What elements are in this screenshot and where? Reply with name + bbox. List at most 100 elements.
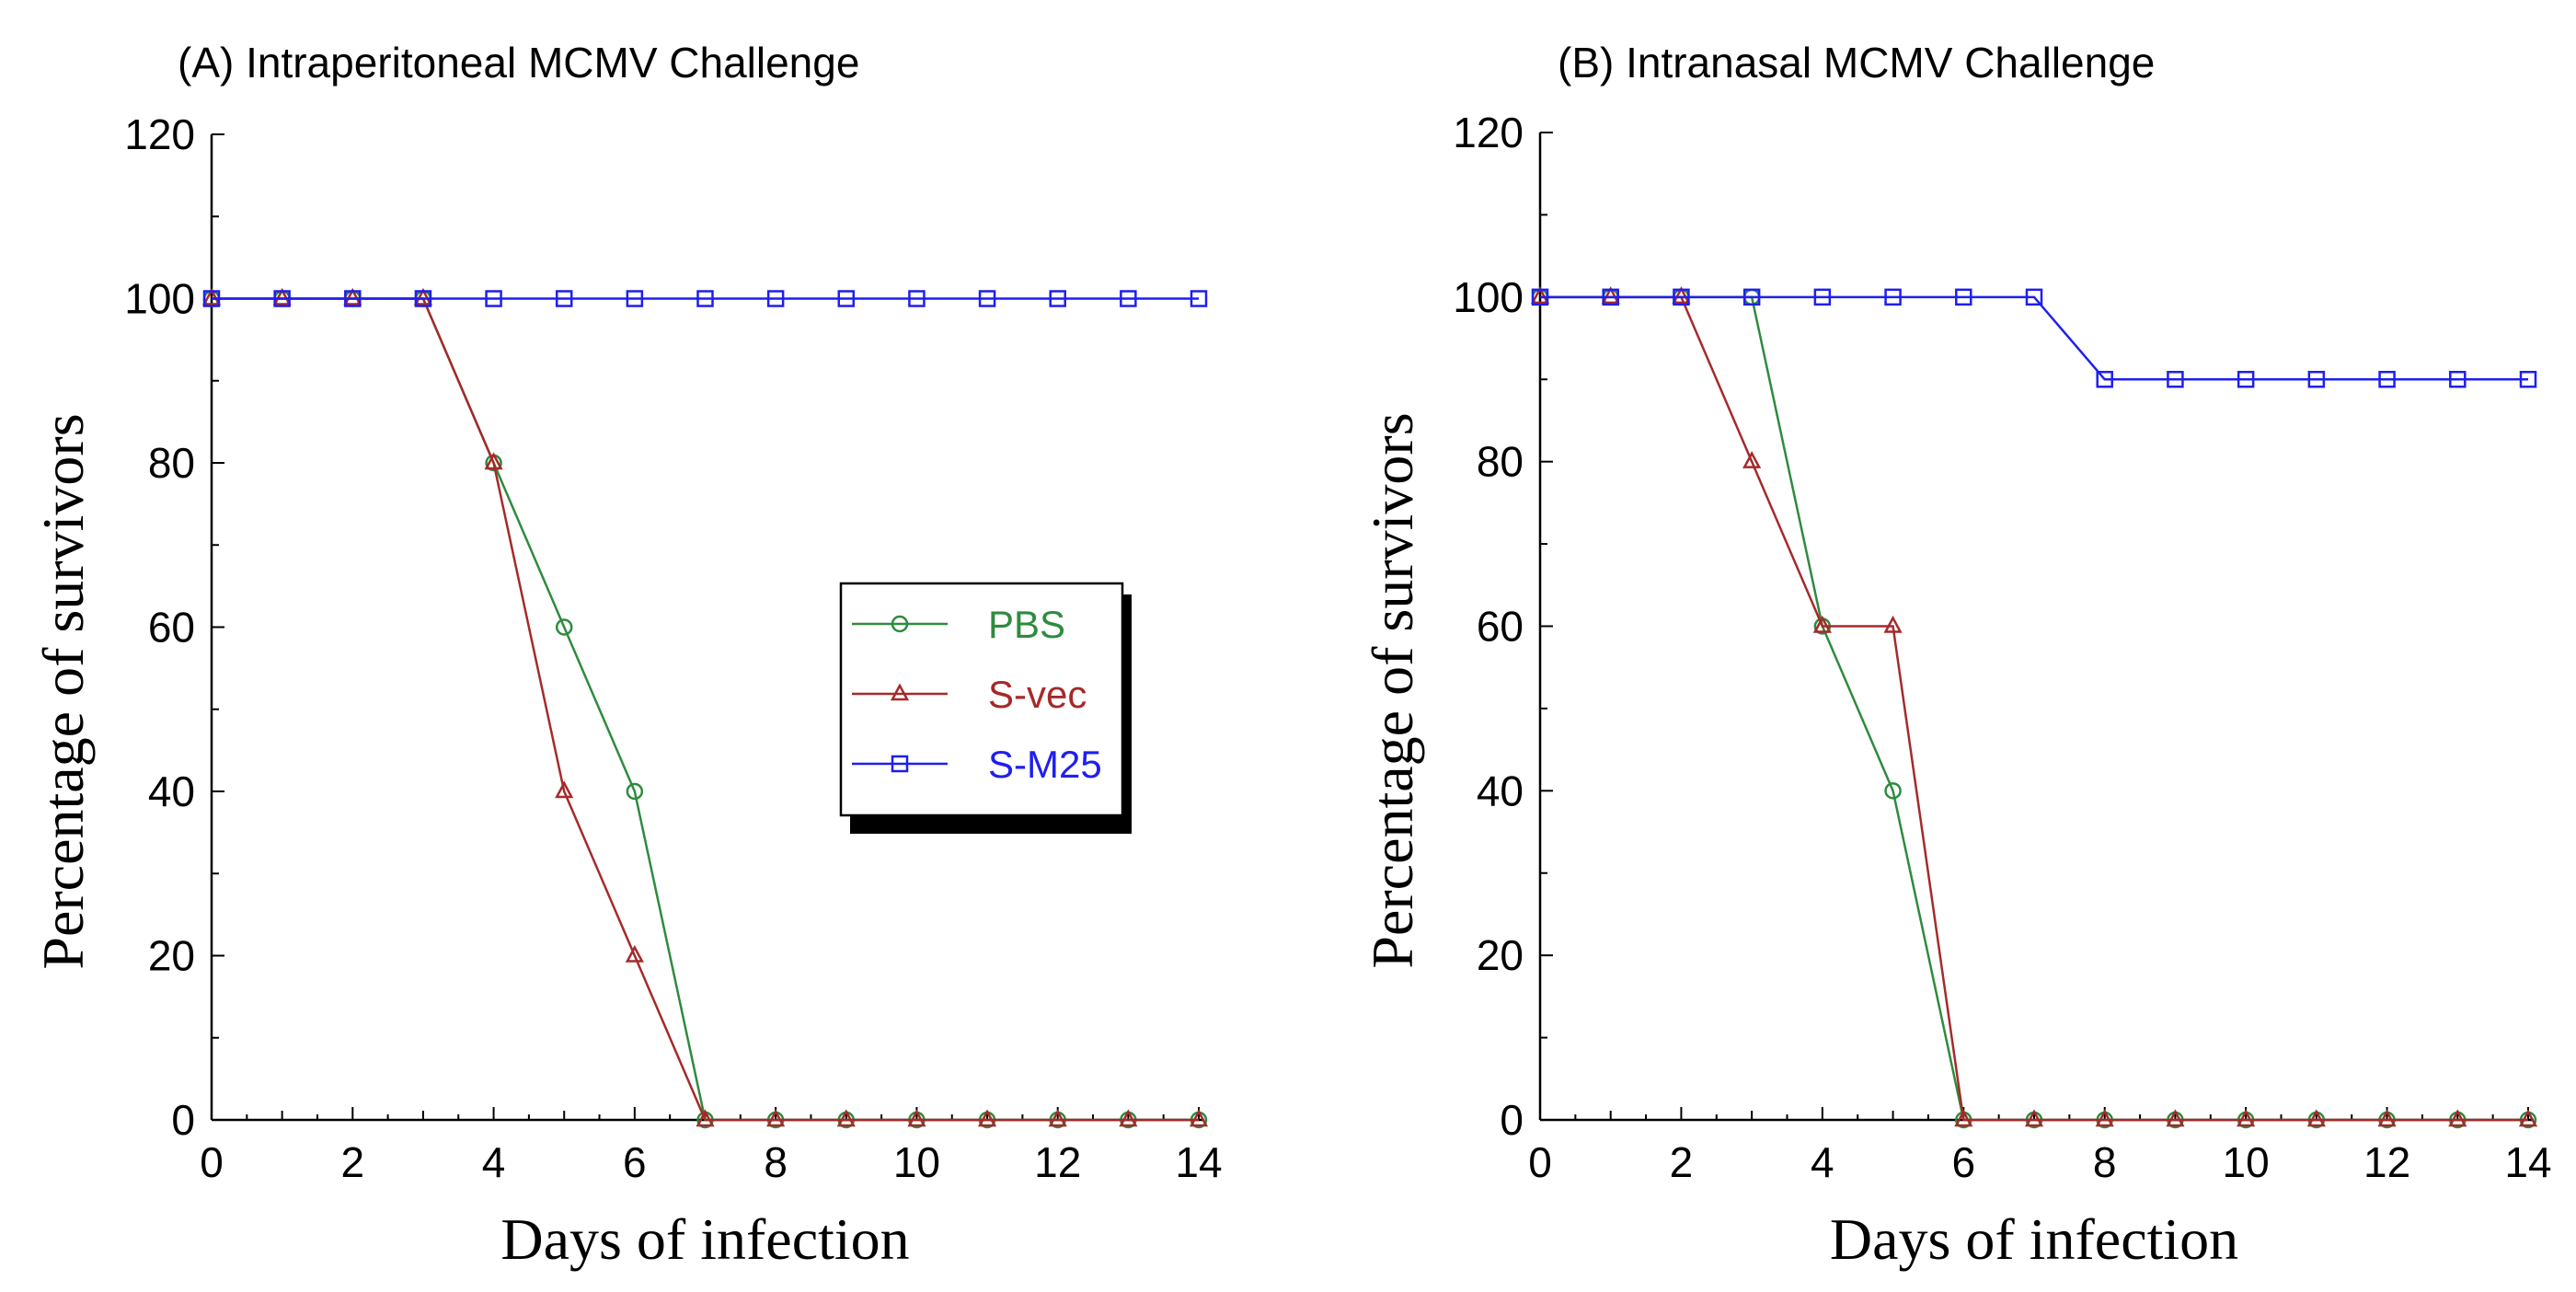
panel-b: (B) Intranasal MCMV Challenge 0 20 40 60 80 10… [1360,39,2552,1272]
s-m25-point [908,290,926,307]
s-vec-point [977,1109,997,1127]
s-vec-point [2237,1109,2256,1127]
legend-s-m25-label: S-M25 [988,743,1102,786]
y-tick-label: 80 [1477,438,1524,486]
chart-title: (A) Intraperitoneal MCMV Challenge [178,39,859,87]
s-vec-point [625,944,644,963]
s-vec-point [2024,1109,2044,1127]
y-tick-label: 80 [148,439,195,487]
x-tick-label: 6 [1951,1138,1975,1186]
s-m25-point [978,290,996,307]
x-tick-label: 2 [340,1138,364,1186]
s-m25-point [344,290,362,307]
y-tick-label: 100 [124,275,195,323]
x-tick-label: 8 [2093,1138,2117,1186]
legend-pbs-marker [891,615,909,633]
s-vec-point [2377,1109,2397,1127]
s-vec-point [413,287,433,306]
s-m25-point [1190,290,1208,307]
y-tick-label: 60 [1477,603,1524,651]
legend-s-m25-marker [891,755,909,773]
x-tick-label: 10 [2223,1138,2270,1186]
chart-title: (B) Intranasal MCMV Challenge [1558,39,2155,87]
s-vec-point [2095,1109,2114,1127]
x-tick-label: 8 [764,1138,788,1186]
x-tick-label: 4 [1811,1138,1834,1186]
y-axis-label: Percentage of survivors [1360,412,1425,968]
s-m25-point [1049,290,1066,307]
x-tick-label: 14 [1175,1138,1222,1186]
y-tick-label: 120 [1453,109,1524,156]
s-m25-point [1955,288,1972,306]
s-m25-point [1813,288,1832,306]
y-tick-label: 0 [171,1096,195,1144]
s-m25-point [766,290,785,307]
legend-pbs-label: PBS [988,603,1065,646]
y-tick-label: 0 [1500,1096,1524,1144]
s-vec-point [2518,1109,2538,1127]
s-m25-point [555,290,573,307]
series-s-m25 [202,290,1208,307]
s-vec-point [2448,1109,2467,1127]
s-vec-point [1048,1109,1067,1127]
s-vec-point [1954,1109,1973,1127]
pbs-point [1884,782,1902,800]
s-vec-point [1672,286,1691,305]
pbs-line [1540,295,2528,1122]
legend-box [839,582,1124,817]
s-vec-point [201,287,222,306]
s-vec-point [1119,1109,1138,1127]
s-m25-point [2096,371,2113,388]
legend-s-vec-label: S-vec [988,673,1087,716]
panel-a: (A) Intraperitoneal MCMV Challenge020406… [30,39,1223,1272]
s-vec-point [1883,615,1903,633]
s-vec-point [1601,286,1620,305]
s-m25-point [2307,371,2326,388]
legend-s-vec-marker [890,683,910,701]
s-vec-point [484,452,503,470]
y-tick-label: 60 [148,604,195,652]
series-s-m25 [1531,288,2537,388]
s-vec-point [836,1109,856,1127]
y-tick-label: 120 [124,110,195,158]
x-axis-label: Days of infection [1830,1206,2238,1272]
s-m25-point [1884,288,1902,306]
y-tick-label: 20 [1477,931,1524,979]
y-axis-label: Percentage of survivors [30,413,96,969]
s-m25-point [2378,371,2396,388]
y-tick-label: 40 [148,767,195,815]
y-tick-label: 40 [1477,767,1524,814]
x-tick-label: 12 [1034,1138,1081,1186]
x-tick-label: 2 [1670,1138,1694,1186]
s-vec-point [1530,286,1550,305]
y-tick-label: 100 [1453,273,1524,321]
s-m25-line [1540,295,2528,381]
s-vec-point [1742,451,1762,468]
x-tick-label: 6 [623,1138,647,1186]
x-tick-label: 14 [2504,1138,2551,1186]
s-vec-point [555,780,574,799]
s-vec-point [2306,1109,2326,1127]
pbs-point [626,782,644,801]
s-m25-point [1673,288,1690,306]
s-m25-point [1531,288,1549,306]
s-m25-point [2167,371,2184,388]
s-m25-point [2025,288,2043,306]
s-vec-line [1540,295,2528,1122]
s-vec-point [272,287,292,306]
s-vec-point [343,287,362,306]
s-m25-point [1602,288,1619,306]
s-vec-point [696,1109,715,1127]
s-m25-point [273,290,291,307]
pbs-point [555,618,573,636]
s-m25-point [837,290,856,307]
s-m25-point [2449,371,2467,388]
s-vec-point [2166,1109,2185,1127]
series-s-vec [1530,286,2538,1127]
s-m25-point [1742,288,1761,306]
s-vec-point [1189,1109,1209,1127]
x-axis-label: Days of infection [500,1206,909,1272]
s-m25-point [696,290,714,307]
series-pbs [1531,288,2537,1129]
